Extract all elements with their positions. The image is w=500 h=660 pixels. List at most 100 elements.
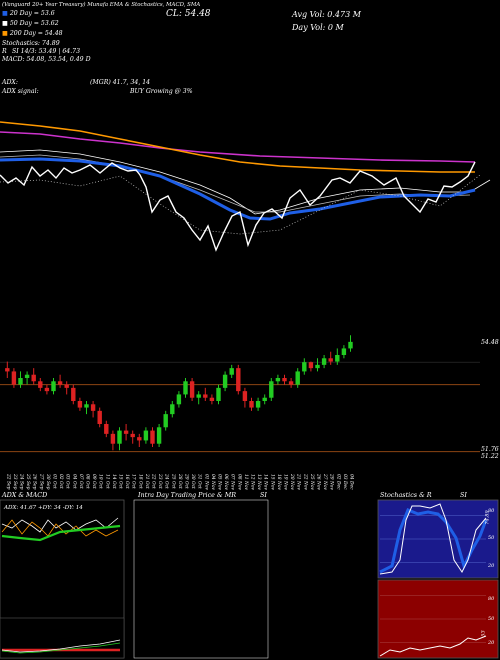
date-tick-label: 25 Nov	[309, 473, 314, 490]
candle-body	[295, 371, 300, 385]
adx-readout: ADX: 41.67 +DY: 34 -DY: 14	[4, 505, 83, 511]
stoch-k-line	[379, 503, 487, 575]
date-tick-label: 09 Oct	[91, 474, 96, 489]
stoch-dotted-line	[0, 174, 481, 235]
candle-body	[249, 401, 254, 408]
date-tick-label: 15 Nov	[269, 474, 274, 490]
legend-stochastics: Stochastics: 74.89	[2, 40, 60, 47]
candle-body	[302, 362, 307, 372]
date-tick-label: 29 Oct	[184, 473, 189, 489]
date-tick-label: 27 Sep	[38, 473, 43, 490]
intraday-panel	[133, 499, 269, 659]
date-tick-label: 22 Nov	[302, 473, 307, 490]
legend-20day-text: 20 Day = 53.6	[9, 10, 55, 17]
candle-body	[242, 391, 248, 401]
stoch-si: SI	[460, 491, 467, 499]
candle-body	[209, 397, 215, 401]
candle-body	[328, 358, 333, 362]
rsi-tick-50: 50	[488, 616, 495, 622]
price-level-high: 54.48	[481, 339, 499, 346]
ema200-swatch-icon: ■	[2, 30, 8, 37]
intraday-panel-title: Intra Day Trading Price & MR	[138, 491, 237, 499]
candle-body	[11, 371, 17, 385]
candle-body	[308, 362, 314, 369]
ema20-line	[0, 157, 476, 221]
date-tick-label: 30 Oct	[190, 474, 195, 489]
date-tick-label: 23 Sep	[12, 473, 17, 490]
ema20-swatch-icon: ■	[2, 10, 8, 17]
stoch-tick-50: 50	[488, 535, 495, 541]
date-tick-label: 29 Nov	[329, 473, 334, 490]
legend-adx-values: (MGR) 41.7, 34, 14	[90, 79, 151, 86]
avg-vol-label: Avg Vol: 0.473 M	[292, 10, 361, 19]
candle-body	[110, 433, 116, 444]
date-tick-label: 07 Oct	[78, 474, 83, 489]
price-line	[0, 161, 476, 252]
legend-50day-text: 50 Day = 53.62	[9, 20, 59, 27]
date-tick-label: 31 Oct	[197, 474, 202, 489]
candle-body	[57, 381, 63, 385]
rsi-tick-20: 20	[488, 640, 495, 646]
adx-minus-line	[1, 519, 119, 537]
price-level-low: 51.76	[481, 446, 499, 453]
candle-body	[51, 381, 56, 392]
ema50-line	[0, 149, 491, 215]
adx-panel-title: ADX & MACD	[2, 491, 48, 499]
ema50-swatch-icon: ■	[2, 20, 8, 27]
ema200-line	[0, 121, 475, 173]
rsi-value: 53	[480, 630, 487, 637]
date-tick-label: 03 Oct	[65, 474, 70, 489]
day-vol-value: Day Vol: 0	[292, 23, 333, 32]
candle-body	[143, 430, 149, 441]
date-tick-label: 22 Oct	[151, 473, 156, 489]
candle-body	[335, 355, 340, 362]
candle-body	[137, 437, 142, 441]
candle-body	[262, 397, 267, 401]
date-tick-label: 30 Sep	[45, 474, 50, 490]
candle-body	[189, 381, 195, 398]
legend-adx-signal: ADX signal:	[2, 88, 39, 95]
date-tick-label: 08 Nov	[236, 474, 241, 490]
legend-r: R	[2, 48, 7, 55]
stoch-d-line	[379, 508, 488, 574]
date-tick-label: 13 Nov	[256, 474, 261, 490]
candle-body	[255, 401, 261, 408]
candle-body	[24, 374, 30, 378]
date-tick-label: 24 Oct	[164, 473, 169, 489]
upper-band-line	[0, 131, 476, 163]
header-indicators: (Vanguard 20+ Year Treasury) Munafa EMA …	[2, 2, 201, 8]
candle-body	[123, 430, 129, 434]
candle-body	[341, 348, 347, 355]
macd-line	[1, 639, 121, 653]
stoch-tick-20: 20	[488, 563, 495, 569]
intraday-si: SI	[260, 491, 267, 499]
candle-body	[156, 427, 162, 444]
price-level-low2: 51.22	[481, 453, 499, 460]
candle-body	[71, 387, 76, 401]
adx-plus-line	[1, 517, 119, 533]
legend-macd: MACD: 54.08, 53.54, 0.49 D	[2, 56, 91, 63]
date-tick-label: 14 Nov	[263, 474, 268, 490]
date-tick-label: 23 Oct	[157, 473, 162, 489]
rsi-tick-80: 80	[488, 596, 495, 602]
legend-si: SI 14/3: 53.49 | 64.73	[12, 48, 81, 55]
candle-body	[315, 364, 320, 369]
candle-body	[44, 387, 50, 392]
date-tick-label: 21 Oct	[144, 473, 149, 489]
date-tick-label: 01 Nov	[203, 474, 208, 490]
legend-signal-text: BUY Growing @ 3%	[130, 88, 193, 95]
date-tick-label: 02 Dec	[335, 474, 340, 490]
candle-body	[203, 394, 208, 398]
date-tick-label: 11 Oct	[104, 474, 109, 489]
candle-body	[196, 394, 201, 398]
candle-body	[5, 368, 10, 372]
date-tick-label: 11 Nov	[243, 474, 248, 490]
date-tick-label: 28 Oct	[177, 473, 182, 489]
date-tick-label: 05 Nov	[217, 474, 222, 490]
candle-body	[18, 378, 23, 385]
date-tick-label: 20 Nov	[289, 473, 294, 490]
date-tick-label: 01 Oct	[52, 474, 57, 489]
date-tick-label: 25 Oct	[170, 473, 175, 489]
date-tick-label: 02 Oct	[58, 474, 63, 489]
date-tick-label: 17 Oct	[131, 474, 136, 489]
